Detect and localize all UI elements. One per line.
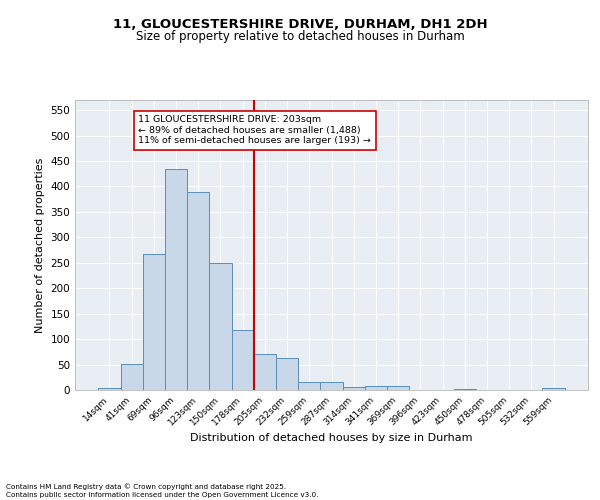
X-axis label: Distribution of detached houses by size in Durham: Distribution of detached houses by size … xyxy=(190,432,473,442)
Bar xyxy=(143,254,165,390)
Bar xyxy=(387,386,409,390)
Bar xyxy=(320,382,343,390)
Bar xyxy=(187,192,209,390)
Bar xyxy=(276,358,298,390)
Y-axis label: Number of detached properties: Number of detached properties xyxy=(35,158,45,332)
Bar xyxy=(121,364,143,390)
Bar xyxy=(98,388,121,390)
Bar xyxy=(232,330,254,390)
Bar xyxy=(343,387,365,390)
Text: Contains HM Land Registry data © Crown copyright and database right 2025.
Contai: Contains HM Land Registry data © Crown c… xyxy=(6,484,319,498)
Bar xyxy=(209,263,232,390)
Bar xyxy=(365,386,387,390)
Bar xyxy=(454,389,476,390)
Text: 11 GLOUCESTERSHIRE DRIVE: 203sqm
← 89% of detached houses are smaller (1,488)
11: 11 GLOUCESTERSHIRE DRIVE: 203sqm ← 89% o… xyxy=(138,116,371,145)
Bar xyxy=(298,382,320,390)
Bar xyxy=(542,388,565,390)
Bar xyxy=(254,354,276,390)
Text: Size of property relative to detached houses in Durham: Size of property relative to detached ho… xyxy=(136,30,464,43)
Bar xyxy=(165,168,187,390)
Text: 11, GLOUCESTERSHIRE DRIVE, DURHAM, DH1 2DH: 11, GLOUCESTERSHIRE DRIVE, DURHAM, DH1 2… xyxy=(113,18,487,30)
